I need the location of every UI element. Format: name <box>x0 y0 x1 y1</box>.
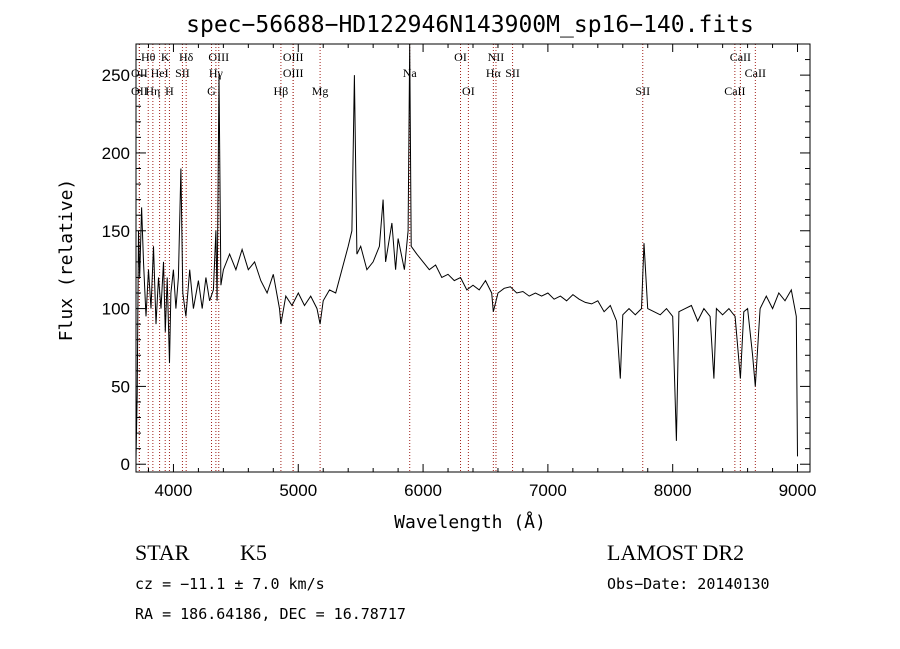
marker-label: CaII <box>724 84 745 98</box>
marker-label: CaII <box>745 66 766 80</box>
marker-label: Mg <box>312 84 329 98</box>
object-class: STAR <box>135 540 190 565</box>
y-tick-label: 50 <box>111 377 130 396</box>
x-axis-label: Wavelength (Å) <box>394 511 546 533</box>
marker-label: H <box>165 84 174 98</box>
y-tick-label: 250 <box>102 66 130 85</box>
marker-label: K <box>161 50 170 64</box>
marker-label: Hθ <box>141 50 156 64</box>
plot-frame <box>135 43 811 473</box>
marker-label: CaII <box>730 50 751 64</box>
x-tick-label: 8000 <box>654 481 692 500</box>
marker-label: OI <box>462 84 475 98</box>
y-tick-label: 100 <box>102 300 130 319</box>
x-tick-label: 6000 <box>404 481 442 500</box>
x-tick-label: 9000 <box>779 481 817 500</box>
spectrum-line <box>135 43 798 460</box>
marker-label: SII <box>175 66 190 80</box>
marker-label: OI <box>454 50 467 64</box>
object-subclass: K5 <box>240 540 267 565</box>
marker-label: SII <box>505 66 520 80</box>
survey-name: LAMOST DR2 <box>607 540 744 565</box>
marker-label: Hδ <box>179 50 194 64</box>
marker-label: Hη <box>145 84 160 98</box>
redshift-text: cz = −11.1 ± 7.0 km/s <box>135 575 325 593</box>
chart-title: spec−56688−HD122946N143900M_sp16−140.fit… <box>186 12 754 38</box>
x-tick-label: 4000 <box>155 481 193 500</box>
x-tick-label: 7000 <box>529 481 567 500</box>
marker-label: Hβ <box>274 84 289 98</box>
y-tick-label: 0 <box>121 455 130 474</box>
axis-ticks: 4000 5000 6000 7000 8000 9000 0 50 100 150 200 250 <box>102 44 817 500</box>
obs-date: Obs−Date: 20140130 <box>607 575 770 593</box>
marker-label: NII <box>488 50 505 64</box>
coordinates: RA = 186.64186, DEC = 16.78717 <box>135 605 406 623</box>
marker-label: Hγ <box>209 66 224 80</box>
y-tick-label: 150 <box>102 222 130 241</box>
marker-label: OII <box>131 66 148 80</box>
marker-label: SII <box>635 84 650 98</box>
marker-label: G <box>207 84 216 98</box>
y-axis-label: Flux (relative) <box>56 179 77 342</box>
y-tick-label: 200 <box>102 144 130 163</box>
marker-label: HeI <box>151 66 169 80</box>
marker-label: OIII <box>208 50 229 64</box>
marker-label: OIII <box>283 66 304 80</box>
x-tick-label: 5000 <box>279 481 317 500</box>
marker-label: Hα <box>486 66 502 80</box>
